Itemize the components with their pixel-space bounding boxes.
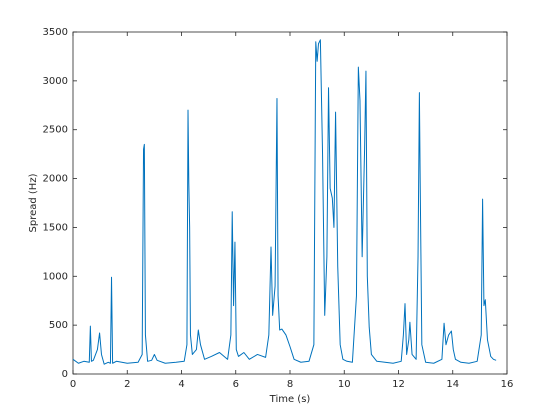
x-axis-label: Time (s) [269, 394, 311, 405]
data-line [72, 39, 497, 365]
y-tick-label: 500 [49, 320, 68, 331]
y-tick-label: 1500 [43, 222, 68, 233]
x-tick-label: 6 [233, 379, 239, 390]
y-tick-label: 3500 [43, 27, 68, 38]
x-tick-label: 10 [338, 379, 351, 390]
y-tick-label: 2500 [43, 125, 68, 136]
x-tick-label: 12 [392, 379, 405, 390]
x-tick-label: 14 [446, 379, 459, 390]
x-tick-label: 16 [501, 379, 514, 390]
y-tick-label: 0 [62, 369, 68, 380]
y-tick-label: 2000 [43, 174, 68, 185]
y-axis-label: Spread (Hz) [28, 173, 39, 232]
y-tick-label: 1000 [43, 271, 68, 282]
x-tick-label: 4 [178, 379, 184, 390]
x-tick-label: 2 [124, 379, 130, 390]
y-tick-label: 3000 [43, 76, 68, 87]
plot-area [72, 31, 508, 375]
x-tick-label: 0 [70, 379, 76, 390]
x-tick-label: 8 [287, 379, 293, 390]
